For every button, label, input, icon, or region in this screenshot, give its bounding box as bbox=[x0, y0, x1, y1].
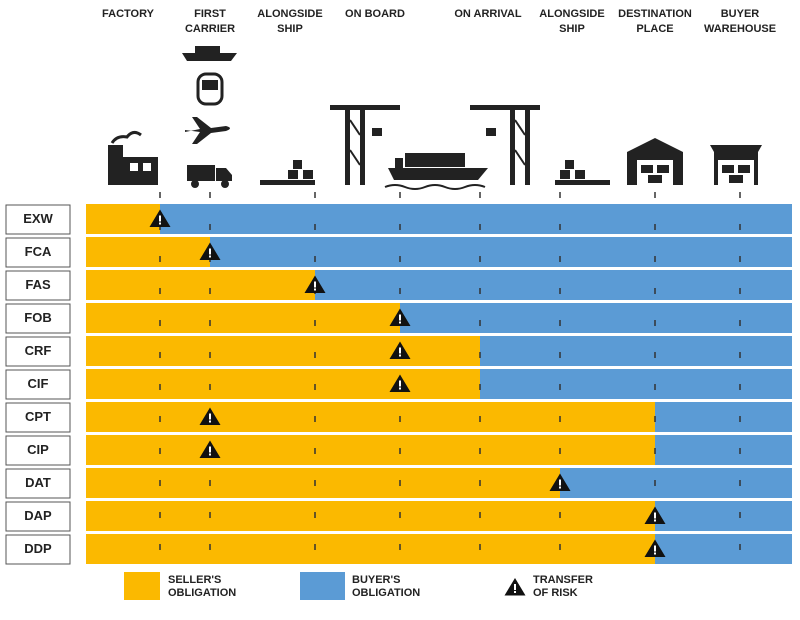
term-box bbox=[5, 435, 71, 466]
stage-label: ALONGSIDE bbox=[257, 8, 322, 20]
stage-label: PLACE bbox=[636, 23, 673, 35]
legend-label: OF RISK bbox=[533, 587, 578, 599]
risk-icon-mark bbox=[209, 413, 211, 420]
stage-label: CARRIER bbox=[185, 23, 235, 35]
seller-obligation bbox=[86, 435, 655, 465]
risk-icon-mark bbox=[209, 248, 211, 255]
risk-icon-dot bbox=[654, 552, 656, 555]
term-label: DAT bbox=[25, 475, 51, 490]
rows bbox=[86, 204, 792, 564]
legend-label: TRANSFER bbox=[533, 574, 593, 586]
legend-seller-swatch bbox=[124, 572, 160, 600]
legend-label: OBLIGATION bbox=[168, 587, 236, 599]
risk-icon-mark bbox=[209, 446, 211, 453]
stage-label: DESTINATION bbox=[618, 8, 692, 20]
term-label: FOB bbox=[24, 310, 51, 325]
stage-label: SHIP bbox=[277, 23, 303, 35]
term-label: FAS bbox=[25, 277, 51, 292]
risk-icon-dot bbox=[559, 486, 561, 489]
term-label: CRF bbox=[25, 343, 52, 358]
risk-icon-dot bbox=[399, 387, 401, 390]
risk-icon-dot bbox=[654, 519, 656, 522]
stage-label: ON BOARD bbox=[345, 8, 405, 20]
risk-icon-dot bbox=[399, 321, 401, 324]
term-label: EXW bbox=[23, 211, 53, 226]
stage-label: WAREHOUSE bbox=[704, 23, 776, 35]
legend-buyer-swatch bbox=[300, 572, 345, 600]
risk-icon-mark bbox=[559, 479, 561, 486]
stage-label: FACTORY bbox=[102, 8, 155, 20]
risk-icon-dot bbox=[159, 222, 161, 225]
risk-icon-mark bbox=[159, 215, 161, 222]
risk-icon-dot bbox=[314, 288, 316, 291]
risk-icon-mark bbox=[314, 281, 316, 288]
term-label: DAP bbox=[24, 508, 52, 523]
term-box bbox=[5, 534, 71, 565]
seller-obligation bbox=[86, 402, 655, 432]
risk-icon-dot bbox=[514, 591, 516, 593]
term-label: CIF bbox=[28, 376, 49, 391]
risk-icon-mark bbox=[399, 347, 401, 354]
term-label: CPT bbox=[25, 409, 51, 424]
stage-label: SHIP bbox=[559, 23, 585, 35]
term-box bbox=[5, 270, 71, 301]
term-box bbox=[5, 369, 71, 400]
labels: FACTORY FIRST CARRIER ALONGSIDE SHIP ON BOARD… bbox=[5, 8, 776, 600]
term-box bbox=[5, 237, 71, 268]
legend-label: OBLIGATION bbox=[352, 587, 420, 599]
icons bbox=[108, 46, 762, 190]
term-box bbox=[5, 402, 71, 433]
risk-icon-mark bbox=[654, 512, 656, 519]
seller-obligation bbox=[86, 336, 480, 366]
risk-icon-mark bbox=[514, 584, 516, 590]
stage-label: BUYER bbox=[721, 8, 760, 20]
seller-obligation bbox=[86, 468, 560, 498]
risk-icon-mark bbox=[654, 545, 656, 552]
seller-obligation bbox=[86, 270, 315, 300]
seller-obligation bbox=[86, 237, 210, 267]
risk-icon-mark bbox=[399, 314, 401, 321]
stage-label: FIRST bbox=[194, 8, 226, 20]
risk-icon-dot bbox=[209, 255, 211, 258]
term-box bbox=[5, 336, 71, 367]
seller-obligation bbox=[86, 204, 160, 234]
term-box bbox=[5, 501, 71, 532]
term-label: DDP bbox=[24, 541, 52, 556]
stage-label: ON ARRIVAL bbox=[454, 8, 522, 20]
seller-obligation bbox=[86, 501, 655, 531]
legend-label: BUYER'S bbox=[352, 574, 400, 586]
buyer-obligation bbox=[86, 204, 792, 234]
risk-icon-dot bbox=[209, 453, 211, 456]
risk-icon-mark bbox=[399, 380, 401, 387]
seller-obligation bbox=[86, 303, 400, 333]
term-box bbox=[5, 468, 71, 499]
term-label: FCA bbox=[25, 244, 52, 259]
risk-icon-dot bbox=[399, 354, 401, 357]
risk-marks bbox=[149, 209, 666, 557]
seller-obligation bbox=[86, 534, 655, 564]
stage-label: ALONGSIDE bbox=[539, 8, 604, 20]
term-box bbox=[5, 303, 71, 334]
legend-label: SELLER'S bbox=[168, 574, 221, 586]
term-box bbox=[5, 204, 71, 235]
seller-obligation bbox=[86, 369, 480, 399]
risk-icon-dot bbox=[209, 420, 211, 423]
term-label: CIP bbox=[27, 442, 49, 457]
